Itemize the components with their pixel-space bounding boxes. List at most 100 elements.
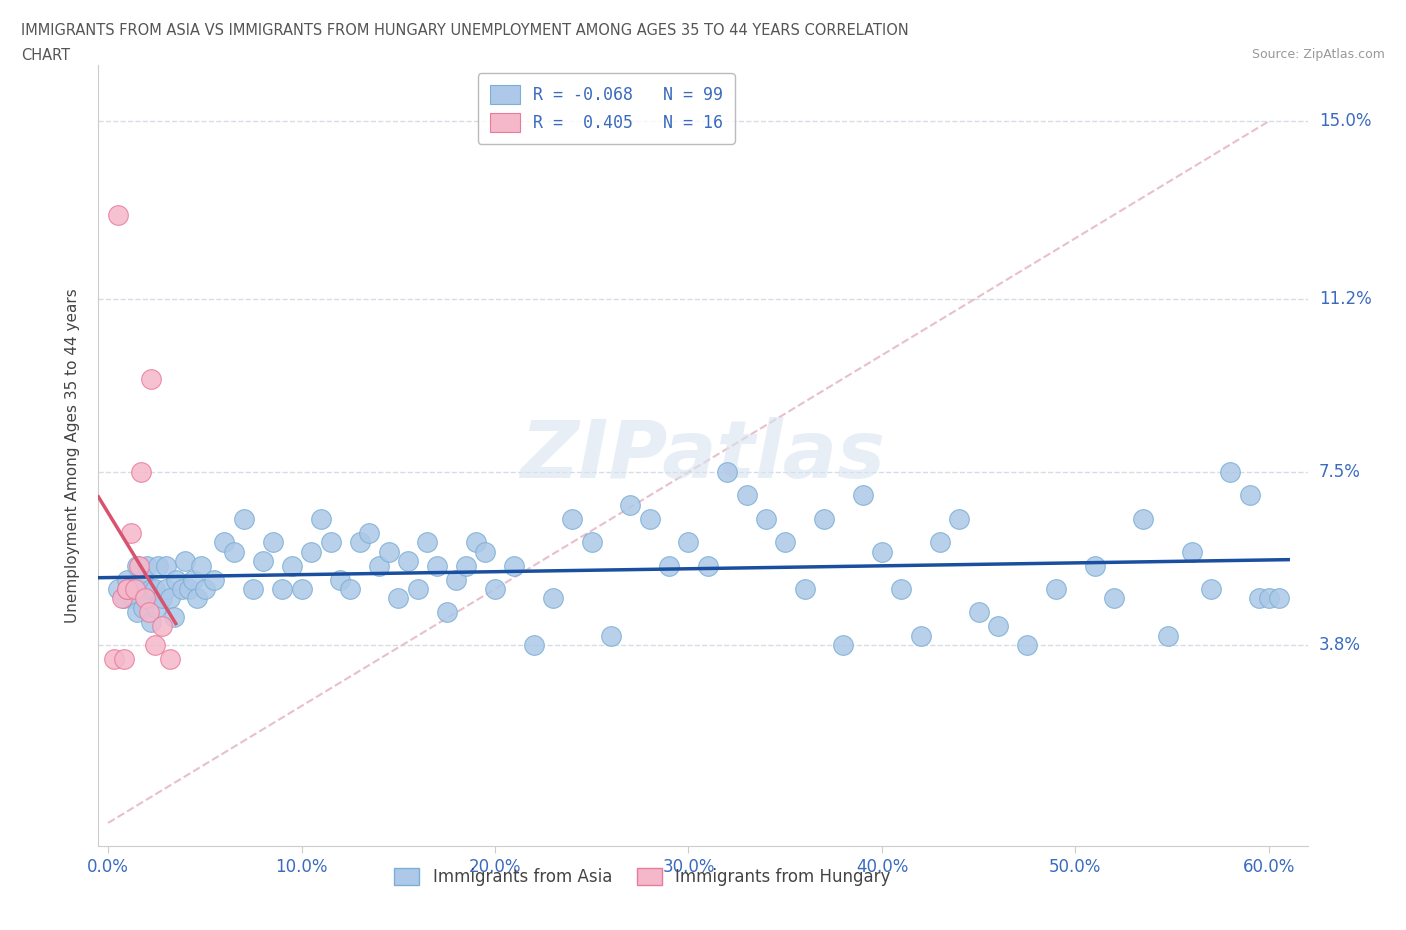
Point <box>159 652 181 667</box>
Point <box>503 558 526 573</box>
Point <box>117 581 139 596</box>
Point <box>128 558 150 573</box>
Point <box>600 629 623 644</box>
Point <box>309 512 332 526</box>
Text: Source: ZipAtlas.com: Source: ZipAtlas.com <box>1251 48 1385 61</box>
Point <box>129 465 152 480</box>
Point <box>1219 465 1241 480</box>
Point <box>132 572 155 587</box>
Point <box>252 553 274 568</box>
Point <box>387 591 409 605</box>
Point <box>262 535 284 550</box>
Point <box>194 581 217 596</box>
Point <box>870 544 893 559</box>
Point <box>474 544 496 559</box>
Point <box>124 581 146 596</box>
Point <box>139 615 162 630</box>
Point <box>174 553 197 568</box>
Point <box>155 558 177 573</box>
Point <box>696 558 718 573</box>
Point <box>678 535 700 550</box>
Point <box>987 619 1010 634</box>
Point <box>396 553 419 568</box>
Point <box>773 535 796 550</box>
Point <box>143 638 166 653</box>
Point <box>181 572 204 587</box>
Point <box>523 638 546 653</box>
Point <box>658 558 681 573</box>
Point <box>150 619 173 634</box>
Point <box>339 581 361 596</box>
Text: 3.8%: 3.8% <box>1319 636 1361 654</box>
Point <box>163 610 186 625</box>
Point <box>155 581 177 596</box>
Point <box>112 591 135 605</box>
Point <box>619 498 641 512</box>
Point <box>349 535 371 550</box>
Point <box>319 535 342 550</box>
Point <box>832 638 855 653</box>
Point <box>232 512 254 526</box>
Point <box>107 207 129 222</box>
Point <box>890 581 912 596</box>
Point <box>135 591 157 605</box>
Point <box>359 525 381 540</box>
Point <box>436 605 458 620</box>
Point <box>204 572 226 587</box>
Point <box>139 581 162 596</box>
Point <box>212 535 235 550</box>
Point <box>122 591 145 605</box>
Point <box>793 581 815 596</box>
Point <box>281 558 304 573</box>
Point <box>138 605 160 620</box>
Point <box>134 591 156 605</box>
Point <box>150 591 173 605</box>
Point <box>143 581 166 596</box>
Point <box>271 581 294 596</box>
Point <box>929 535 952 550</box>
Point <box>377 544 399 559</box>
Point <box>329 572 352 587</box>
Point <box>111 591 134 605</box>
Point <box>1257 591 1279 605</box>
Point <box>165 572 187 587</box>
Text: CHART: CHART <box>21 48 70 63</box>
Point <box>446 572 468 587</box>
Point <box>541 591 564 605</box>
Point <box>132 600 155 615</box>
Point <box>948 512 970 526</box>
Point <box>1084 558 1107 573</box>
Point <box>148 558 170 573</box>
Point <box>755 512 778 526</box>
Point <box>967 605 990 620</box>
Point <box>852 488 875 503</box>
Point <box>117 581 139 596</box>
Text: 11.2%: 11.2% <box>1319 290 1371 308</box>
Point <box>242 581 264 596</box>
Point <box>1249 591 1271 605</box>
Point <box>638 512 661 526</box>
Point <box>107 581 129 596</box>
Point <box>117 572 139 587</box>
Point <box>1239 488 1261 503</box>
Point <box>222 544 245 559</box>
Text: ZIPatlas: ZIPatlas <box>520 417 886 495</box>
Point <box>1267 591 1289 605</box>
Point <box>484 581 506 596</box>
Point <box>406 581 429 596</box>
Point <box>120 581 142 596</box>
Point <box>170 581 193 596</box>
Point <box>128 581 150 596</box>
Point <box>1015 638 1038 653</box>
Point <box>1199 581 1222 596</box>
Point <box>716 465 738 480</box>
Point <box>1180 544 1202 559</box>
Point <box>368 558 391 573</box>
Point <box>416 535 439 550</box>
Text: 15.0%: 15.0% <box>1319 113 1371 130</box>
Point <box>1157 629 1180 644</box>
Point <box>127 558 149 573</box>
Point <box>186 591 208 605</box>
Point <box>1132 512 1154 526</box>
Point <box>290 581 312 596</box>
